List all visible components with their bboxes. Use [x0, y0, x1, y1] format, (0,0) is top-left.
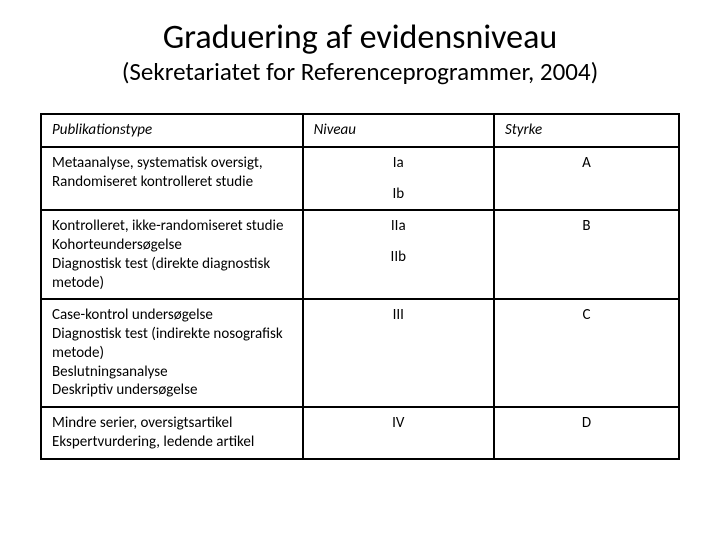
cell-niveau-0: Ia Ib — [303, 147, 494, 211]
col-header-styrke: Styrke — [494, 114, 679, 147]
niveau-value: III — [304, 300, 493, 331]
niveau-value: IIa — [304, 211, 493, 242]
cell-pub-0: Metaanalyse, systematisk oversigt,Random… — [41, 147, 303, 211]
table-row: Kontrolleret, ikke-randomiseret studieKo… — [41, 210, 679, 299]
cell-niveau-3: IV — [303, 407, 494, 459]
evidence-table: Publikationstype Niveau Styrke Metaanaly… — [40, 113, 680, 460]
col-header-niveau: Niveau — [303, 114, 494, 147]
cell-pub-1: Kontrolleret, ikke-randomiseret studieKo… — [41, 210, 303, 299]
slide-subtitle: (Sekretariatet for Referenceprogrammer, … — [40, 57, 680, 87]
slide-title: Graduering af evidensniveau — [40, 18, 680, 57]
table-header-row: Publikationstype Niveau Styrke — [41, 114, 679, 147]
niveau-value: Ib — [304, 179, 493, 210]
col-header-publikationstype: Publikationstype — [41, 114, 303, 147]
niveau-value: Ia — [304, 148, 493, 179]
cell-styrke-1: B — [494, 210, 679, 299]
cell-niveau-2: III — [303, 299, 494, 407]
cell-styrke-3: D — [494, 407, 679, 459]
slide: Graduering af evidensniveau (Sekretariat… — [0, 0, 720, 540]
table-row: Case-kontrol undersøgelseDiagnostisk tes… — [41, 299, 679, 407]
cell-pub-3: Mindre serier, oversigtsartikelEkspertvu… — [41, 407, 303, 459]
table-row: Metaanalyse, systematisk oversigt,Random… — [41, 147, 679, 211]
niveau-value: IIb — [304, 242, 493, 273]
cell-pub-2: Case-kontrol undersøgelseDiagnostisk tes… — [41, 299, 303, 407]
cell-niveau-1: IIa IIb — [303, 210, 494, 299]
cell-styrke-2: C — [494, 299, 679, 407]
cell-styrke-0: A — [494, 147, 679, 211]
niveau-value: IV — [304, 408, 493, 439]
table-row: Mindre serier, oversigtsartikelEkspertvu… — [41, 407, 679, 459]
